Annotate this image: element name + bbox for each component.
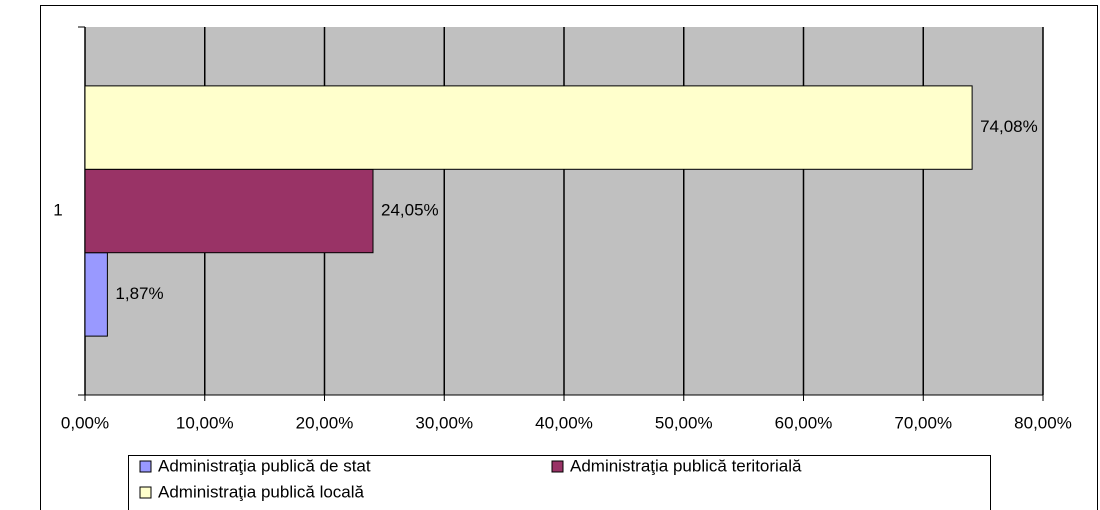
x-tick-label: 30,00% [415, 413, 473, 432]
legend-swatch [551, 460, 564, 473]
legend-swatch [139, 460, 152, 473]
x-tick-label: 20,00% [296, 413, 354, 432]
x-tick-label: 60,00% [775, 413, 833, 432]
legend-label: Administraţia publică locală [158, 482, 365, 501]
y-tick-label: 1 [53, 200, 62, 219]
bar [84, 252, 108, 337]
data-label: 24,05% [381, 200, 439, 219]
bar [84, 85, 973, 170]
x-tick-label: 40,00% [535, 413, 593, 432]
x-tick-label: 50,00% [655, 413, 713, 432]
legend-label: Administraţia publică teritorială [570, 456, 802, 475]
x-tick-label: 70,00% [894, 413, 952, 432]
data-label: 74,08% [980, 117, 1038, 136]
legend-label: Administraţia publică de stat [158, 456, 371, 475]
x-tick-label: 80,00% [1014, 413, 1072, 432]
x-tick-label: 0,00% [61, 413, 109, 432]
legend-swatch [139, 486, 152, 499]
x-tick-label: 10,00% [176, 413, 234, 432]
data-label: 1,87% [115, 284, 163, 303]
bar [84, 168, 374, 254]
